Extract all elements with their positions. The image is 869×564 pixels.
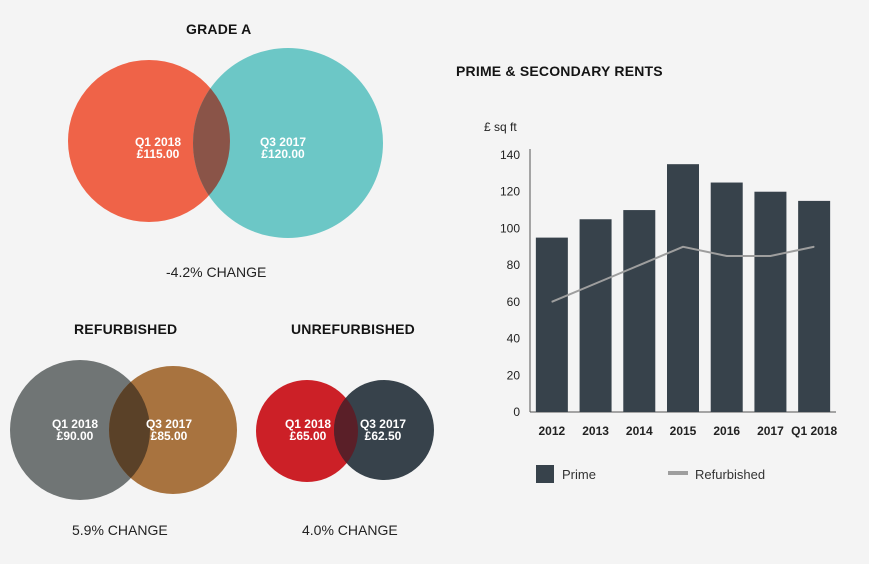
- y-tick-label: 40: [507, 332, 521, 346]
- point-refurbished: [769, 255, 771, 257]
- grade-a-left-value: £115.00: [137, 147, 180, 161]
- bar-prime: [535, 237, 568, 412]
- refurbished-title: REFURBISHED: [74, 321, 178, 337]
- refurbished-change: 5.9% CHANGE: [72, 522, 168, 538]
- refurbished-overlap: [109, 366, 150, 494]
- legend-swatch-prime: [536, 465, 554, 483]
- refurbished-right-value: £85.00: [151, 429, 188, 443]
- x-tick-label: 2015: [670, 424, 697, 438]
- y-tick-label: 140: [500, 148, 520, 162]
- grade-a-change: -4.2% CHANGE: [166, 264, 267, 280]
- refurbished-left-period: Q1 2018: [52, 417, 98, 431]
- y-tick-label: 20: [507, 368, 521, 382]
- grade-a-venn: Q1 2018 £115.00 Q3 2017 £120.00: [68, 48, 383, 238]
- chart-title: PRIME & SECONDARY RENTS: [456, 63, 663, 79]
- unrefurbished-right-period: Q3 2017: [360, 417, 406, 431]
- grade-a-right-value: £120.00: [261, 147, 305, 161]
- unrefurbished-left-period: Q1 2018: [285, 417, 331, 431]
- y-tick-label: 0: [513, 405, 520, 419]
- point-refurbished: [551, 301, 553, 303]
- legend-label-prime: Prime: [562, 467, 596, 482]
- point-refurbished: [638, 264, 640, 266]
- unrefurbished-title: UNREFURBISHED: [291, 321, 415, 337]
- legend-swatch-refurbished: [668, 471, 688, 475]
- point-refurbished: [726, 255, 728, 257]
- grade-a-right-period: Q3 2017: [260, 135, 306, 149]
- point-refurbished: [813, 246, 815, 248]
- y-axis-label: £ sq ft: [484, 120, 517, 134]
- refurbished-venn: Q1 2018 £90.00 Q3 2017 £85.00: [10, 360, 237, 500]
- y-tick-label: 60: [507, 295, 521, 309]
- unrefurbished-change: 4.0% CHANGE: [302, 522, 398, 538]
- bar-prime: [579, 219, 612, 412]
- x-tick-label: 2012: [539, 424, 566, 438]
- refurbished-left-circle: [10, 360, 150, 500]
- refurbished-left-value: £90.00: [57, 429, 94, 443]
- point-refurbished: [595, 283, 597, 284]
- unrefurbished-right-circle: [334, 380, 434, 480]
- bar-prime: [710, 182, 743, 412]
- grade-a-left-circle: [68, 60, 230, 222]
- grade-a-title: GRADE A: [186, 21, 252, 37]
- bar-prime: [754, 191, 787, 412]
- y-tick-label: 100: [500, 221, 520, 235]
- unrefurbished-left-value: £65.00: [290, 429, 327, 443]
- x-tick-label: 2014: [626, 424, 653, 438]
- grade-a-right-circle: [193, 48, 383, 238]
- refurbished-right-period: Q3 2017: [146, 417, 192, 431]
- point-refurbished: [682, 246, 684, 248]
- unrefurbished-venn: Q1 2018 £65.00 Q3 2017 £62.50: [256, 380, 434, 482]
- rents-bar-chart: £ sq ft 0 20 40 60 80 100 120 140 2012 2013 2014 201…: [484, 120, 837, 483]
- legend-label-refurbished: Refurbished: [695, 467, 765, 482]
- bar-prime: [798, 200, 831, 412]
- y-tick-label: 120: [500, 185, 520, 199]
- grade-a-left-period: Q1 2018: [135, 135, 181, 149]
- unrefurbished-left-circle: [256, 380, 358, 482]
- y-tick-label: 80: [507, 258, 521, 272]
- unrefurbished-right-value: £62.50: [365, 429, 402, 443]
- x-tick-label: 2017: [757, 424, 784, 438]
- bar-prime: [623, 210, 656, 412]
- x-tick-label: 2016: [713, 424, 740, 438]
- bar-prime: [667, 164, 699, 412]
- x-tick-label: 2013: [582, 424, 609, 438]
- x-tick-label: Q1 2018: [791, 424, 837, 438]
